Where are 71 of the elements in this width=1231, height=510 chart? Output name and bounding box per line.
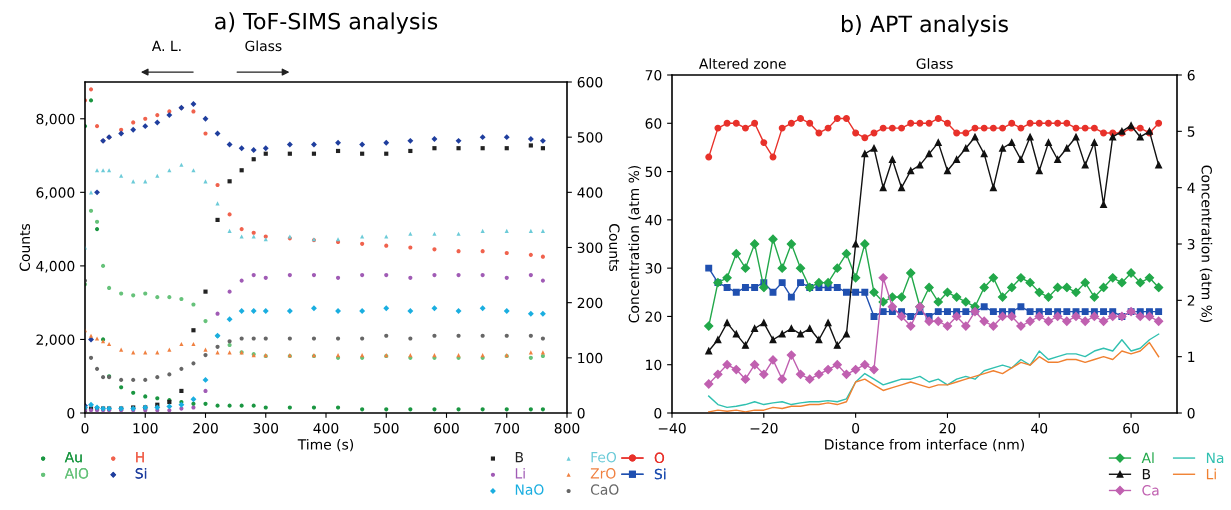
legend-label: Si (135, 467, 147, 479)
y2-tick-label: 400 (577, 187, 603, 198)
legend-label: Al (1141, 452, 1154, 463)
text: Glass (245, 40, 282, 52)
y2-tick-label: 600 (577, 76, 603, 88)
y2-tick-label: 100 (578, 352, 603, 364)
legend-label: Li (515, 467, 525, 479)
x-tick-label: 0 (852, 422, 860, 434)
y2-tick-label: 0 (577, 407, 585, 419)
x-tick-label: 500 (374, 422, 399, 434)
legend-label: H (136, 452, 144, 463)
y2-tick-label: 5 (1187, 126, 1195, 137)
y-tick-label: 0 (67, 407, 75, 419)
y-tick-label: 40 (645, 214, 662, 226)
y-tick-label: 8,000 (36, 113, 75, 126)
x-axis-title: Time (s) (297, 438, 354, 452)
y-tick-label: 70 (645, 69, 662, 81)
y-axis-title: Counts (19, 223, 31, 271)
y-tick-label: 20 (645, 311, 662, 322)
legend-label: Si (654, 468, 666, 480)
y-tick-label: 4,000 (36, 260, 75, 273)
y-tick-label: 30 (645, 263, 662, 274)
y2-tick-label: 3 (1187, 238, 1195, 250)
y-tick-label: 6,000 (36, 187, 75, 200)
x-tick-label: 100 (133, 422, 158, 434)
legend-label: Na (1206, 452, 1224, 464)
y-tick-label: 60 (645, 118, 662, 129)
y2-tick-label: 500 (577, 132, 603, 143)
x-tick-label: 40 (1031, 422, 1048, 434)
y-tick-label: 2,000 (36, 334, 75, 347)
chart-title: a) ToF-SIMS analysis (215, 12, 438, 34)
legend-label: B (515, 452, 524, 463)
text: A. L. (151, 40, 181, 51)
x-tick-label: −40 (658, 422, 686, 434)
chart-title: b) APT analysis (841, 15, 1008, 37)
y2-tick-label: 6 (1187, 69, 1195, 81)
y-tick-label: 0 (654, 407, 662, 419)
legend-label: CaO (590, 484, 619, 495)
legend-label: FeO (591, 451, 617, 463)
x-tick-label: 20 (939, 422, 956, 434)
x-tick-label: −20 (750, 422, 778, 434)
x-tick-label: 700 (494, 422, 520, 434)
x-tick-label: 200 (193, 422, 218, 434)
y-tick-label: 10 (646, 359, 662, 371)
legend-label: O (654, 452, 665, 464)
legend-label: Au (64, 452, 82, 463)
text: Glass (916, 58, 953, 69)
x-tick-label: 600 (434, 422, 459, 434)
legend-label: B (1142, 469, 1151, 480)
legend-label: Li (1206, 468, 1216, 480)
y2-tick-label: 4 (1187, 182, 1195, 193)
y2-tick-label: 300 (577, 242, 603, 253)
y2-tick-label: 0 (1187, 407, 1195, 419)
y2-tick-label: 200 (577, 297, 603, 309)
text: Altered zone (698, 58, 786, 69)
y2-tick-label: 2 (1187, 295, 1195, 306)
x-tick-label: 800 (554, 422, 580, 434)
y-axis-title: Concentration (atm %) (628, 165, 641, 323)
y2-tick-label: 1 (1188, 351, 1195, 362)
x-tick-label: 300 (253, 422, 279, 434)
x-axis-title: Distance from interface (nm) (825, 438, 1025, 452)
legend-label: Ca (1142, 485, 1159, 496)
x-tick-label: 0 (81, 422, 89, 434)
y2-axis-title: Counts (609, 224, 620, 272)
y-tick-label: 50 (645, 166, 662, 178)
legend-label: AlO (64, 467, 89, 479)
x-tick-label: 60 (1123, 422, 1140, 434)
legend-label: NaO (515, 484, 544, 495)
y2-axis-title: Concentration (atm %) (1199, 165, 1213, 323)
x-tick-label: 400 (313, 422, 339, 434)
legend-label: ZrO (590, 468, 616, 479)
